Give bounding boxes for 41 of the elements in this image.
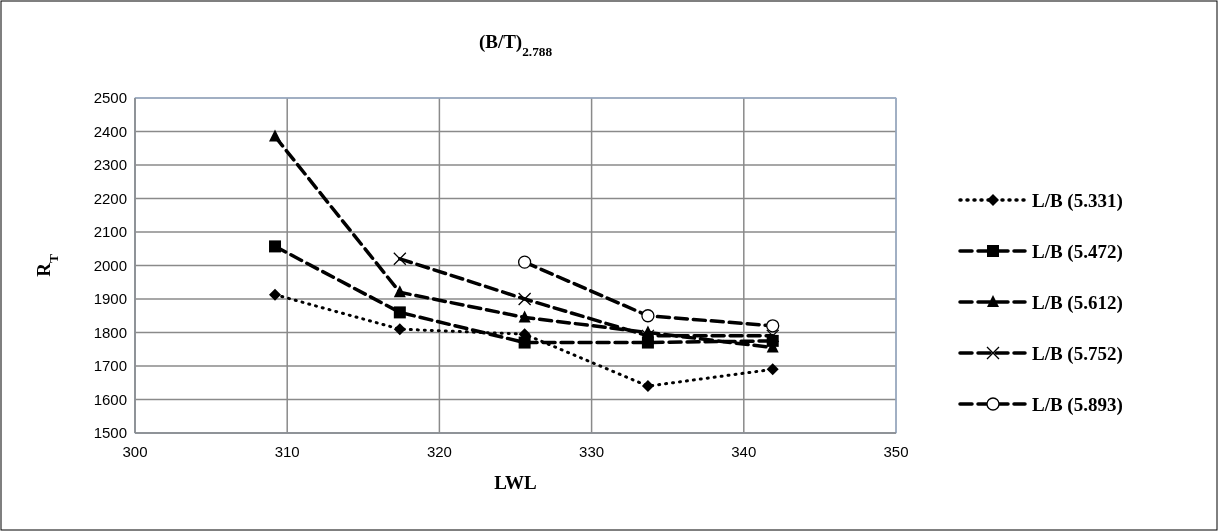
point (641, 309, 655, 323)
legend-label: L/B (5.752) (1032, 343, 1123, 365)
y-tick-label: 1600 (93, 390, 127, 408)
point (766, 363, 779, 376)
y-tick-label: 1800 (93, 323, 127, 341)
x-tick-label: 340 (731, 443, 757, 460)
point (269, 240, 282, 253)
x-tick-label: 330 (579, 443, 605, 460)
point (393, 323, 406, 336)
point (393, 306, 406, 319)
point (393, 252, 407, 266)
point (269, 129, 282, 142)
x-tick-label: 310 (274, 443, 300, 460)
point (393, 285, 406, 298)
y-tick-label: 2100 (93, 223, 127, 240)
x-tick-label: 300 (122, 443, 148, 460)
x-tick-label: 350 (883, 443, 909, 460)
point (517, 255, 532, 269)
y-tick-label: 1700 (93, 357, 127, 374)
point (641, 380, 654, 393)
y-tick-label: 2000 (93, 256, 127, 274)
legend-label: L/B (5.612) (1032, 292, 1123, 314)
x-axis-title: LWL (494, 472, 537, 493)
point (641, 329, 655, 343)
y-tick-label: 1500 (93, 424, 127, 441)
y-tick-label: 2200 (93, 189, 127, 207)
y-tick-label: 1900 (93, 290, 127, 307)
y-tick-label: 2300 (93, 156, 127, 173)
y-tick-label: 2500 (93, 89, 127, 106)
point (269, 288, 282, 301)
point (766, 329, 780, 343)
y-tick-label: 2400 (93, 122, 127, 140)
point (517, 292, 532, 306)
legend-label: L/B (5.331) (1032, 190, 1123, 212)
legend-label: L/B (5.472) (1032, 241, 1123, 263)
point (518, 310, 531, 323)
point (766, 319, 780, 333)
legend-label: L/B (5.893) (1032, 394, 1123, 416)
x-tick-label: 320 (426, 443, 452, 460)
point (518, 336, 531, 349)
chart-title: (B/T)$_{2.788}$ (478, 31, 553, 59)
